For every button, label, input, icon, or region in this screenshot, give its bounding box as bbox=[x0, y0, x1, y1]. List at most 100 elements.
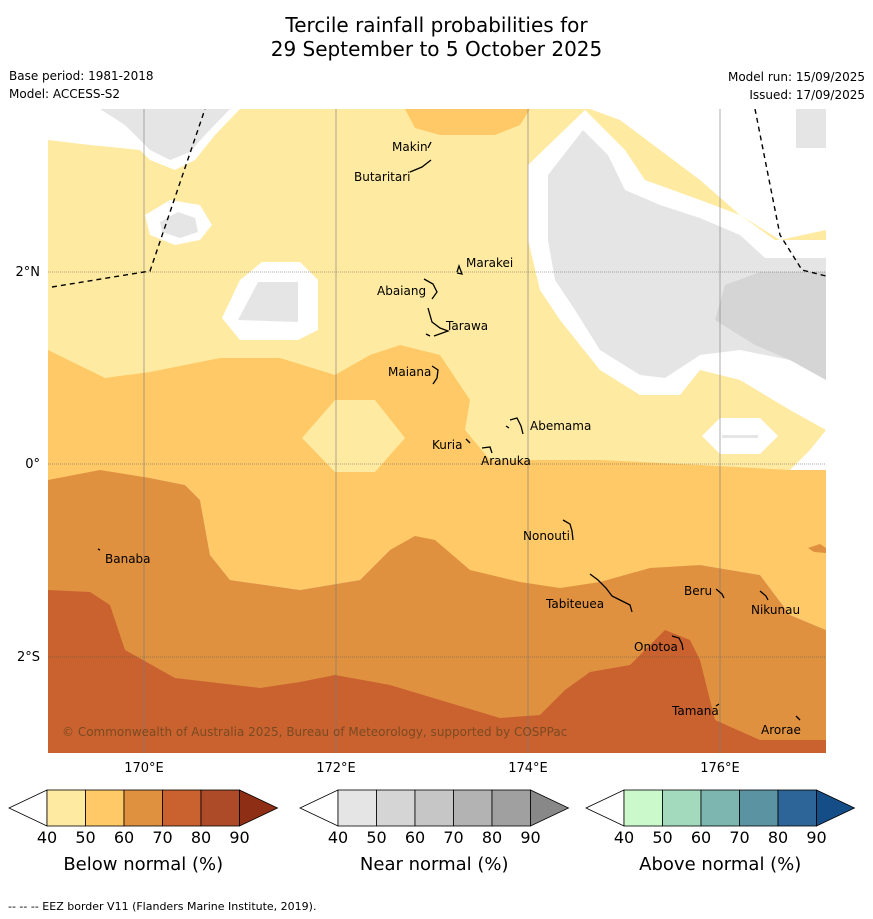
colorbar-2-cell-5 bbox=[777, 789, 817, 827]
colorbar-0-tick: 60 bbox=[113, 828, 135, 847]
colorbar-0-cell-3 bbox=[123, 789, 163, 827]
colorbar-1-cell-4 bbox=[453, 789, 493, 827]
colorbar-0-tick: 50 bbox=[75, 828, 96, 847]
near-40-50-region-nw-inner bbox=[100, 109, 230, 160]
colorbar-1-tick: 70 bbox=[443, 828, 464, 847]
colorbar-1-cell-3 bbox=[414, 789, 454, 827]
lat-label-2n: 2°N bbox=[15, 265, 41, 280]
island-nonouti bbox=[562, 519, 574, 541]
below-70-80-region bbox=[48, 590, 826, 753]
label-maiana: Maiana bbox=[388, 365, 432, 379]
base-period: Base period: 1981-2018 bbox=[9, 69, 154, 83]
label-banaba: Banaba bbox=[105, 552, 151, 566]
colorbar-0-cell-2 bbox=[85, 789, 125, 827]
label-tabiteuea: Tabiteuea bbox=[546, 597, 605, 611]
title-line-1: Tercile rainfall probabilities for bbox=[285, 13, 588, 37]
label-nikunau: Nikunau bbox=[751, 603, 801, 617]
island-butaritari bbox=[409, 159, 432, 173]
lat-label-0: 0° bbox=[25, 457, 40, 472]
lon-grid bbox=[143, 109, 721, 753]
colorbar-0-tick: 80 bbox=[190, 828, 212, 847]
island-tamana bbox=[715, 703, 720, 707]
colorbar-2-cell-2 bbox=[662, 789, 702, 827]
label-beru: Beru bbox=[684, 584, 713, 598]
island-kuria bbox=[465, 438, 471, 444]
colorbar-near bbox=[299, 789, 570, 827]
colorbar-2-high-extend bbox=[816, 789, 856, 827]
colorbar-2-tick: 40 bbox=[613, 828, 635, 847]
colorbar-2-tick: 70 bbox=[729, 828, 750, 847]
colorbar-2-label: Above normal (%) bbox=[639, 854, 802, 875]
island-beru bbox=[715, 588, 725, 599]
near-40-50-region-box-inner bbox=[238, 282, 298, 322]
island-banaba bbox=[97, 548, 101, 551]
label-tamana: Tamana bbox=[672, 704, 719, 718]
colorbar-0-cell-5 bbox=[200, 789, 240, 827]
colorbar-0-label: Below normal (%) bbox=[63, 854, 224, 875]
colorbar-1-tick: 80 bbox=[481, 828, 503, 847]
island-arorae bbox=[795, 715, 801, 721]
island-abemama bbox=[505, 417, 524, 435]
colorbar-2-cell-3 bbox=[700, 789, 740, 827]
colorbar-2-low-extend bbox=[585, 789, 625, 827]
lon-label-176e: 176°E bbox=[700, 761, 740, 776]
near-40-50-region-ne-inner bbox=[796, 109, 826, 148]
colorbar-2-cell-4 bbox=[739, 789, 779, 827]
footer-note: -- -- -- EEZ border V11 (Flanders Marine… bbox=[8, 900, 317, 913]
label-abaiang: Abaiang bbox=[377, 284, 427, 298]
lat-label-2s: 2°S bbox=[16, 650, 40, 665]
colorbar-2-tick: 50 bbox=[652, 828, 673, 847]
issued-date: Issued: 17/09/2025 bbox=[749, 88, 865, 102]
label-arorae: Arorae bbox=[761, 723, 801, 737]
label-marakei: Marakei bbox=[466, 256, 514, 270]
island-tarawa bbox=[425, 307, 450, 337]
island-tabiteuea bbox=[589, 573, 633, 613]
label-kuria: Kuria bbox=[432, 438, 463, 452]
colorbar-2-tick: 80 bbox=[767, 828, 789, 847]
lon-label-174e: 174°E bbox=[508, 761, 548, 776]
colorbar-1-high-extend bbox=[530, 789, 570, 827]
colorbar-1-tick: 90 bbox=[520, 828, 541, 847]
colorbar-1-tick: 60 bbox=[404, 828, 426, 847]
colorbar-0-cell-1 bbox=[46, 789, 86, 827]
colorbar-0-low-extend bbox=[8, 789, 48, 827]
lon-label-170e: 170°E bbox=[124, 761, 164, 776]
below-40-50-region-lens bbox=[302, 400, 405, 472]
lat-grid bbox=[48, 271, 826, 658]
colorbar-1-tick: 40 bbox=[327, 828, 349, 847]
colorbar-above bbox=[585, 789, 856, 827]
near-50-60-region-east bbox=[715, 272, 826, 380]
colorbar-1-label: Near normal (%) bbox=[359, 854, 509, 875]
colorbar-0-tick: 40 bbox=[36, 828, 58, 847]
label-tarawa: Tarawa bbox=[446, 319, 489, 333]
below-50-60-region-north bbox=[405, 109, 530, 135]
colorbar-0-tick: 70 bbox=[152, 828, 173, 847]
colorbar-1-low-extend bbox=[299, 789, 339, 827]
colorbar-1-cell-5 bbox=[491, 789, 531, 827]
colorbar-2-tick: 90 bbox=[806, 828, 827, 847]
colorbar-1-tick: 50 bbox=[366, 828, 387, 847]
island-aranuka bbox=[481, 446, 493, 454]
eez-border bbox=[51, 109, 826, 288]
islands bbox=[97, 141, 801, 721]
model-run: Model run: 15/09/2025 bbox=[727, 70, 865, 84]
below-60-70-region-blip bbox=[808, 544, 826, 553]
island-makin bbox=[427, 141, 432, 149]
island-abaiang bbox=[423, 278, 438, 300]
label-nonouti: Nonouti bbox=[523, 529, 570, 543]
near-40-50-region-west-inner bbox=[160, 212, 198, 238]
colorbar-0-high-extend bbox=[239, 789, 279, 827]
colorbar-0-tick: 90 bbox=[229, 828, 250, 847]
label-aranuka: Aranuka bbox=[481, 454, 531, 468]
title-line-2: 29 September to 5 October 2025 bbox=[270, 37, 603, 61]
island-maiana bbox=[431, 365, 439, 385]
map-field bbox=[48, 109, 826, 753]
island-onotoa bbox=[671, 635, 684, 651]
colorbar-1-cell-1 bbox=[337, 789, 377, 827]
model-name: Model: ACCESS-S2 bbox=[9, 87, 121, 101]
colorbar-0-cell-4 bbox=[162, 789, 202, 827]
copyright-notice: © Commonwealth of Australia 2025, Bureau… bbox=[62, 725, 568, 739]
colorbar-2-tick: 60 bbox=[690, 828, 712, 847]
colorbar-below bbox=[8, 789, 279, 827]
